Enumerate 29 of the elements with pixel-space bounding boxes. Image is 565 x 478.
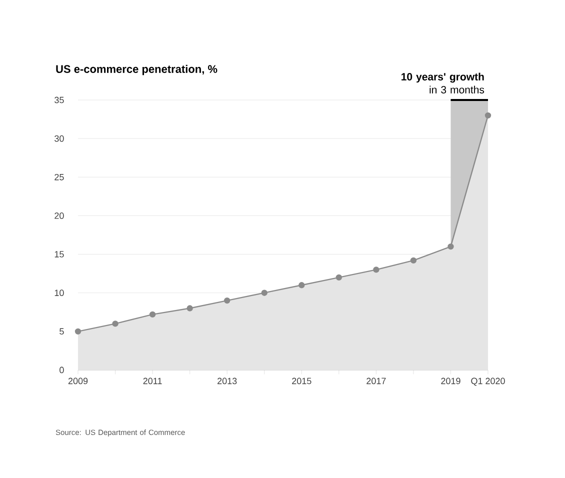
y-tick-label: 10 (54, 290, 64, 296)
point (373, 266, 380, 273)
point (261, 290, 268, 296)
y-tick-label: 30 (54, 135, 64, 142)
x-tick-label: 2019 (441, 378, 460, 384)
y-tick-label: 25 (54, 174, 64, 180)
band-label: 10 years' growth in 3 months (402, 72, 484, 94)
x-tick-label: Q1 2020 (471, 378, 505, 386)
y-tick-label: 15 (54, 251, 64, 258)
y-tick-label: 35 (54, 96, 64, 104)
point (149, 311, 156, 318)
point (484, 112, 492, 119)
y-tick-label: 20 (54, 212, 64, 219)
point (410, 257, 417, 264)
point (186, 305, 193, 312)
point (112, 320, 118, 327)
point (74, 328, 82, 335)
point (224, 297, 230, 304)
x-tick-label: 2013 (218, 378, 237, 384)
y-tick-label: 5 (60, 328, 64, 335)
x-tick-label: 2017 (366, 378, 386, 384)
x-tick-label: 2009 (68, 378, 88, 384)
x-tick-label: 2011 (143, 378, 162, 384)
point (298, 282, 305, 288)
point (336, 274, 342, 281)
point (448, 243, 454, 250)
chart-title: US e-commerce penetration, % (56, 64, 218, 76)
x-tick-label: 2015 (292, 378, 312, 384)
y-tick-label: 0 (60, 366, 64, 374)
